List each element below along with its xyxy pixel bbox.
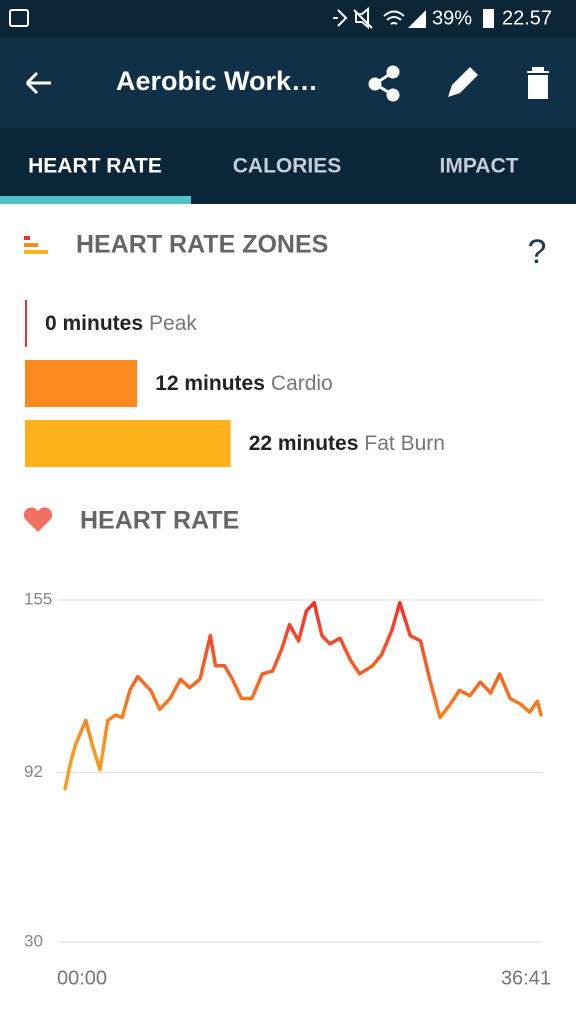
- help-button[interactable]: ?: [528, 233, 547, 271]
- zone-bar: [25, 360, 138, 407]
- back-button[interactable]: [25, 71, 51, 95]
- zone-name: Peak: [149, 312, 197, 335]
- y-tick-label: 155: [24, 589, 52, 608]
- tab[interactable]: CALORIES: [233, 155, 342, 178]
- zone-name: Fat Burn: [364, 432, 445, 455]
- app-title: Aerobic Work…: [116, 66, 318, 96]
- wifi-icon: [383, 10, 405, 25]
- app-bar: [0, 38, 576, 128]
- heart-rate-line: [63, 600, 543, 791]
- zone-bar: [25, 300, 27, 347]
- zones-icon: [24, 236, 48, 254]
- tab[interactable]: IMPACT: [440, 155, 519, 178]
- delete-button[interactable]: [527, 67, 549, 99]
- mute-icon: [353, 6, 373, 30]
- zone-minutes: 12 minutes: [155, 372, 265, 395]
- signal-icon: [408, 10, 426, 28]
- share-button[interactable]: [368, 65, 400, 102]
- status-bar: [0, 0, 576, 38]
- zones-title: HEART RATE ZONES: [76, 231, 328, 259]
- zone-minutes: 22 minutes: [249, 432, 359, 455]
- battery-percent: 39%: [432, 7, 472, 29]
- heart-icon: [23, 507, 53, 532]
- y-tick-label: 30: [24, 931, 43, 950]
- tab-indicator: [0, 196, 191, 204]
- x-tick-label: 00:00: [57, 967, 107, 989]
- zone-label: 0 minutes Peak: [45, 312, 197, 335]
- zone-bar: [25, 420, 231, 467]
- battery-icon: [483, 9, 494, 28]
- zone-label: 12 minutes Cardio: [155, 372, 333, 395]
- gallery-icon: [9, 9, 29, 27]
- clock: 22.57: [502, 7, 552, 29]
- edit-button[interactable]: [448, 67, 478, 97]
- zone-name: Cardio: [271, 372, 333, 395]
- y-tick-label: 92: [24, 762, 43, 781]
- tab-bar: [0, 128, 576, 204]
- bluetooth-icon: [333, 9, 348, 27]
- zone-label: 22 minutes Fat Burn: [249, 432, 445, 455]
- zone-minutes: 0 minutes: [45, 312, 143, 335]
- heart-rate-title: HEART RATE: [80, 507, 239, 535]
- x-tick-label: 36:41: [501, 967, 551, 989]
- tab[interactable]: HEART RATE: [28, 155, 162, 178]
